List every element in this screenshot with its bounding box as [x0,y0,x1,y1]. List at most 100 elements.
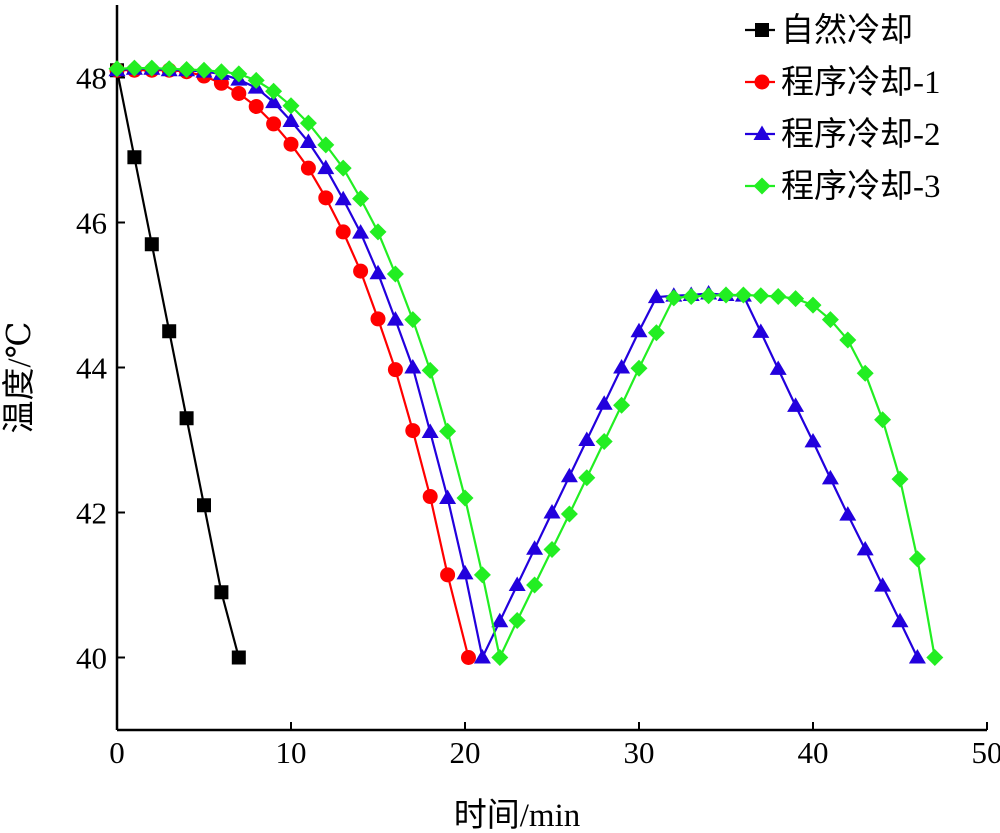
data-point [299,114,317,132]
data-point [283,136,299,152]
data-point [908,550,926,568]
series-line [116,67,919,661]
data-point [630,359,648,377]
data-point [334,159,352,177]
legend-item: 程序冷却-3 [745,168,941,205]
data-point [734,286,752,304]
data-point [752,287,770,305]
data-point [162,324,177,339]
y-tick-label: 40 [76,641,107,676]
series-line [117,69,470,658]
data-point [560,505,578,523]
data-point [369,264,387,280]
legend-item: 程序冷却-2 [745,116,941,153]
x-tick-label: 10 [276,735,307,770]
y-tick-label: 48 [76,61,107,96]
data-point [386,311,404,326]
data-point [787,290,805,308]
x-axis: 0 10 20 30 40 50 [109,722,1000,770]
data-point [543,540,561,558]
data-point [422,489,438,505]
data-point [405,423,421,439]
x-tick-label: 50 [972,735,1000,770]
data-point [752,323,770,338]
data-point [804,296,822,314]
data-point [508,612,526,630]
data-point [717,286,735,304]
data-point [460,650,476,665]
data-point [560,467,578,483]
y-axis-title: 温度/℃ [1,321,38,433]
data-point [353,263,369,279]
data-point [891,470,909,488]
data-point [317,136,335,154]
data-point [231,650,246,665]
data-point [179,411,194,426]
data-point [300,160,316,176]
data-point [473,649,491,664]
data-point [839,331,857,349]
data-point [856,540,874,556]
data-point [700,287,718,305]
data-point [647,324,665,342]
x-tick-label: 30 [624,735,655,770]
legend-swatch-marker [753,125,771,140]
data-point [595,395,613,410]
legend-label: 程序冷却-2 [781,116,941,153]
data-point [265,93,283,109]
data-point [404,359,422,374]
data-point [908,649,926,664]
data-point [769,287,787,305]
data-point [282,97,300,115]
data-point [578,469,596,487]
y-tick-label: 44 [76,351,108,386]
legend-label: 程序冷却-1 [781,64,941,101]
data-point [839,506,857,521]
data-point [178,61,196,79]
data-point [665,289,683,307]
data-point [195,61,213,79]
data-point [613,396,631,414]
data-point [473,566,491,584]
data-point [144,237,159,252]
data-point [439,422,457,440]
data-point [230,65,248,83]
data-point [526,540,544,555]
legend-swatch-marker [755,23,769,37]
data-point [143,59,161,77]
data-point [352,190,370,208]
data-point [387,362,403,378]
data-point [821,469,839,485]
data-point [282,112,300,127]
data-point [386,265,404,283]
data-point [212,63,230,81]
data-point [456,564,474,580]
y-tick-label: 46 [76,206,107,241]
data-point [197,498,211,513]
data-point [127,150,142,165]
data-point [613,359,631,374]
data-point [248,99,264,114]
data-point [578,431,596,446]
data-point [334,190,352,206]
data-point [421,423,439,438]
data-point [856,364,874,382]
data-point [439,489,457,504]
data-point [299,133,317,148]
data-point [369,223,387,241]
data-point [630,322,648,338]
data-point [526,576,544,594]
data-point [804,432,822,448]
y-tick-label: 42 [76,496,107,531]
data-point [491,649,509,666]
data-point [318,190,334,206]
x-tick-label: 40 [798,735,829,770]
data-point [456,489,474,507]
data-point [491,612,509,628]
data-point [543,504,561,519]
data-point [769,360,787,375]
series-1 [110,63,246,665]
legend-label: 程序冷却-3 [781,168,941,205]
